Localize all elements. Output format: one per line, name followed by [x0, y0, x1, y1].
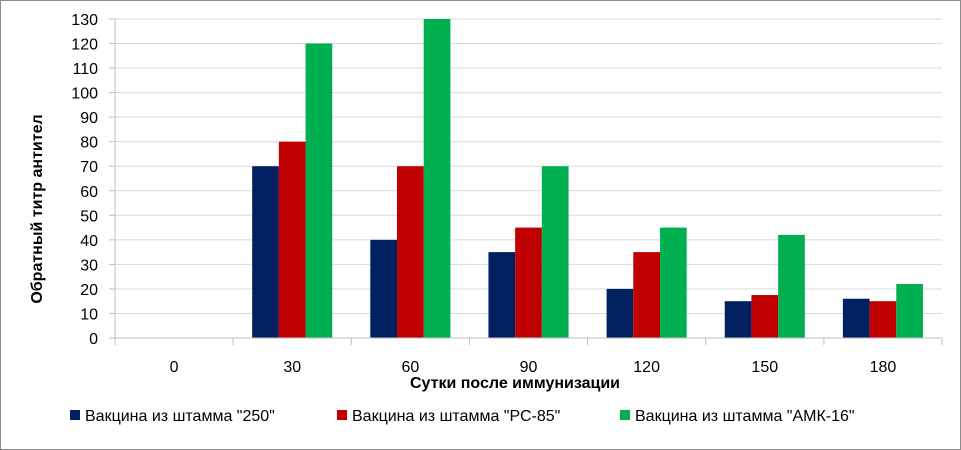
bar [515, 227, 542, 338]
bar [541, 166, 569, 338]
bar [278, 141, 306, 338]
x-tick-label: 60 [401, 359, 419, 376]
y-tick-label: 100 [71, 86, 98, 103]
legend-label: Вакцина из штамма "РС-85" [352, 408, 560, 425]
y-axis-title: Обратный титр антител [29, 114, 46, 303]
bar [633, 252, 660, 338]
y-tick-label: 90 [80, 110, 98, 127]
y-tick-label: 40 [80, 233, 98, 250]
y-tick-label: 50 [80, 208, 98, 225]
y-tick-label: 80 [80, 135, 98, 152]
bar [370, 239, 398, 338]
x-tick-labels: 0 30 60 90 120 150 180 [170, 359, 897, 376]
bar [724, 301, 752, 338]
y-tick-label: 130 [71, 12, 98, 29]
legend: Вакцина из штамма "250" Вакцина из штамма… [70, 408, 855, 425]
y-tick-label: 110 [72, 61, 98, 78]
bars [252, 19, 923, 339]
y-tick-label: 30 [80, 257, 98, 274]
bar [252, 166, 279, 338]
y-tick-label: 0 [89, 331, 98, 348]
x-tick-label: 30 [283, 359, 301, 376]
y-tick-label: 120 [71, 37, 98, 54]
bar [896, 284, 923, 338]
bar [751, 295, 779, 338]
x-tick-label: 180 [870, 359, 897, 376]
y-tick-labels: 0 10 20 30 40 50 60 70 80 90 100 110 120 130 [71, 12, 98, 348]
bar [659, 227, 687, 338]
y-tick-label: 10 [80, 306, 98, 323]
bar [423, 19, 451, 338]
y-tick-label: 20 [80, 282, 98, 299]
legend-label: Вакцина из штамма "АМК-16" [635, 408, 855, 425]
legend-swatch [70, 410, 80, 420]
x-tick-label: 150 [751, 359, 778, 376]
axes [109, 18, 943, 345]
x-axis-title: Сутки после иммунизации [410, 375, 620, 392]
legend-swatch [620, 410, 630, 420]
bar [397, 166, 424, 338]
legend-swatch [337, 410, 347, 420]
x-tick-label: 0 [170, 359, 179, 376]
x-tick-label: 120 [633, 359, 660, 376]
bar [488, 252, 516, 338]
bar [606, 288, 634, 338]
y-tick-label: 70 [80, 159, 98, 176]
bar [842, 298, 870, 338]
bar [869, 301, 897, 338]
y-tick-label: 60 [80, 184, 98, 201]
legend-label: Вакцина из штамма "250" [85, 408, 275, 425]
bar [778, 234, 805, 338]
x-tick-label: 90 [520, 359, 538, 376]
bar [305, 43, 333, 339]
